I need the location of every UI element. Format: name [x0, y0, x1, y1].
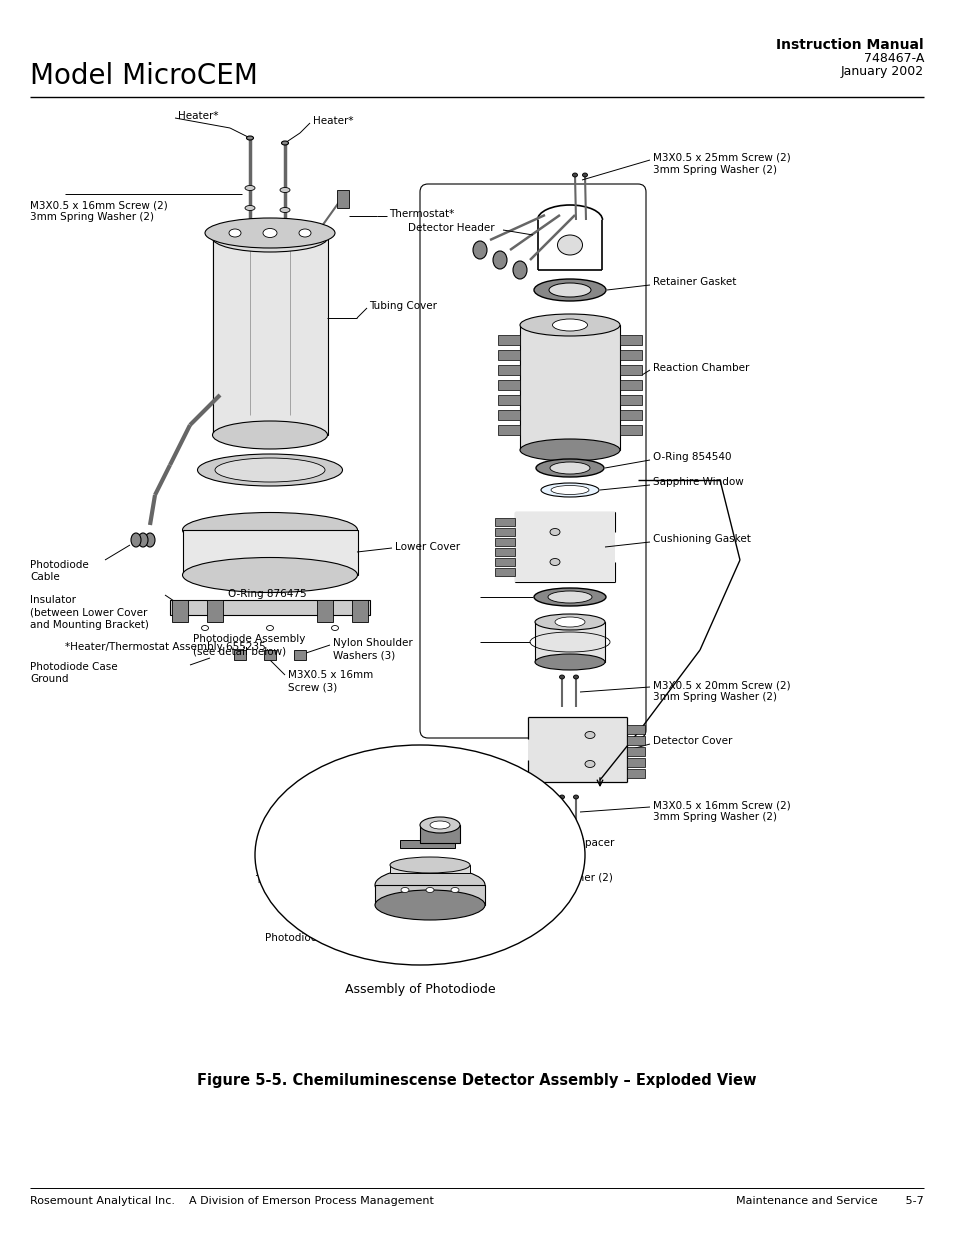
Text: Insulator
(between Lower Cover
and Mounting Bracket): Insulator (between Lower Cover and Mount…: [30, 595, 149, 630]
Text: M3X0.5 x 16mm Screw (2)
3mm Spring Washer (2): M3X0.5 x 16mm Screw (2) 3mm Spring Washe…: [652, 800, 790, 823]
Ellipse shape: [213, 421, 327, 450]
FancyBboxPatch shape: [619, 350, 641, 359]
Ellipse shape: [540, 483, 598, 496]
Text: Retainer Gasket: Retainer Gasket: [652, 277, 736, 287]
FancyBboxPatch shape: [495, 568, 515, 576]
Ellipse shape: [534, 279, 605, 301]
FancyBboxPatch shape: [626, 758, 644, 767]
FancyBboxPatch shape: [495, 548, 515, 556]
Ellipse shape: [451, 888, 458, 893]
Ellipse shape: [519, 438, 619, 461]
Text: Photodiode Assembly
(see detail below): Photodiode Assembly (see detail below): [193, 634, 305, 656]
Ellipse shape: [138, 534, 148, 547]
Text: Heater*: Heater*: [178, 111, 218, 121]
Text: M3X0.5 x 16mm Screw (2)
3mm Spring Washer (2): M3X0.5 x 16mm Screw (2) 3mm Spring Washe…: [30, 200, 168, 222]
Text: M3X0.5 x 25mm Screw (2)
3mm Spring Washer (2): M3X0.5 x 25mm Screw (2) 3mm Spring Washe…: [652, 153, 790, 175]
Text: Model MicroCEM: Model MicroCEM: [30, 62, 257, 90]
Text: Photodiode
655258: Photodiode 655258: [319, 800, 378, 823]
Ellipse shape: [536, 459, 603, 477]
Text: Nylon Shoulder
Washers (3): Nylon Shoulder Washers (3): [333, 638, 413, 661]
Text: Photodiode Case
Ground: Photodiode Case Ground: [30, 662, 117, 684]
Ellipse shape: [213, 224, 327, 252]
Ellipse shape: [550, 462, 589, 474]
FancyBboxPatch shape: [497, 366, 519, 375]
Ellipse shape: [254, 745, 584, 965]
Ellipse shape: [551, 485, 588, 494]
Ellipse shape: [557, 235, 582, 254]
FancyBboxPatch shape: [336, 190, 349, 207]
Ellipse shape: [375, 890, 484, 920]
Ellipse shape: [555, 618, 584, 627]
Ellipse shape: [280, 207, 290, 212]
Text: January 2002: January 2002: [840, 65, 923, 78]
FancyBboxPatch shape: [515, 513, 615, 582]
Text: O-Ring 854540: O-Ring 854540: [652, 452, 731, 462]
Ellipse shape: [558, 795, 564, 799]
Ellipse shape: [547, 592, 592, 603]
Text: Maintenance and Service        5-7: Maintenance and Service 5-7: [736, 1195, 923, 1207]
Ellipse shape: [548, 283, 590, 296]
FancyBboxPatch shape: [495, 558, 515, 566]
FancyBboxPatch shape: [626, 747, 644, 756]
Ellipse shape: [550, 529, 559, 536]
FancyBboxPatch shape: [264, 650, 275, 659]
FancyBboxPatch shape: [619, 425, 641, 435]
FancyBboxPatch shape: [497, 425, 519, 435]
FancyBboxPatch shape: [619, 410, 641, 420]
Ellipse shape: [573, 676, 578, 679]
FancyBboxPatch shape: [626, 725, 644, 734]
Ellipse shape: [298, 228, 311, 237]
FancyBboxPatch shape: [497, 410, 519, 420]
Ellipse shape: [400, 888, 409, 893]
FancyBboxPatch shape: [497, 350, 519, 359]
FancyBboxPatch shape: [497, 395, 519, 405]
FancyBboxPatch shape: [207, 600, 223, 622]
Ellipse shape: [197, 454, 342, 487]
FancyBboxPatch shape: [497, 380, 519, 390]
FancyBboxPatch shape: [352, 600, 368, 622]
Ellipse shape: [573, 795, 578, 799]
Text: Thermistor Spacer: Thermistor Spacer: [517, 839, 614, 848]
FancyBboxPatch shape: [519, 325, 619, 450]
FancyBboxPatch shape: [626, 736, 644, 745]
Text: M3X0.5 x 16mm
Screw (3): M3X0.5 x 16mm Screw (3): [288, 671, 373, 693]
Ellipse shape: [582, 173, 587, 177]
FancyBboxPatch shape: [375, 885, 484, 905]
Ellipse shape: [535, 614, 604, 630]
FancyBboxPatch shape: [619, 366, 641, 375]
FancyBboxPatch shape: [170, 600, 370, 615]
FancyBboxPatch shape: [535, 622, 604, 662]
Text: Tubing Cover: Tubing Cover: [369, 301, 436, 311]
Text: 748467-A: 748467-A: [862, 52, 923, 65]
Ellipse shape: [131, 534, 141, 547]
Ellipse shape: [493, 251, 506, 269]
Ellipse shape: [419, 818, 459, 832]
Ellipse shape: [280, 188, 290, 193]
Text: Rosemount Analytical Inc.    A Division of Emerson Process Management: Rosemount Analytical Inc. A Division of …: [30, 1195, 434, 1207]
FancyBboxPatch shape: [390, 864, 470, 873]
FancyBboxPatch shape: [619, 380, 641, 390]
Ellipse shape: [584, 761, 595, 767]
Ellipse shape: [214, 458, 325, 482]
Ellipse shape: [584, 731, 595, 739]
Text: Thermistor Shim: Thermistor Shim: [254, 876, 341, 885]
FancyBboxPatch shape: [527, 718, 627, 782]
Text: Figure 5-5. Chemiluminescense Detector Assembly – Exploded View: Figure 5-5. Chemiluminescense Detector A…: [197, 1073, 756, 1088]
FancyBboxPatch shape: [495, 529, 515, 536]
FancyBboxPatch shape: [294, 650, 306, 659]
Ellipse shape: [430, 821, 450, 829]
Ellipse shape: [229, 228, 241, 237]
FancyBboxPatch shape: [495, 517, 515, 526]
Ellipse shape: [426, 888, 434, 893]
FancyBboxPatch shape: [213, 238, 328, 435]
Text: Photodiode
Cable: Photodiode Cable: [30, 559, 89, 583]
Text: O-Ring 876475: O-Ring 876475: [228, 589, 306, 599]
Text: Assembly of Photodiode: Assembly of Photodiode: [344, 983, 495, 995]
Ellipse shape: [519, 314, 619, 336]
Text: Instruction Manual: Instruction Manual: [776, 38, 923, 52]
Ellipse shape: [182, 557, 357, 593]
Text: Cushioning Gasket: Cushioning Gasket: [652, 534, 750, 543]
Ellipse shape: [245, 185, 254, 190]
Text: Detector Header: Detector Header: [408, 224, 494, 233]
FancyBboxPatch shape: [233, 650, 246, 659]
